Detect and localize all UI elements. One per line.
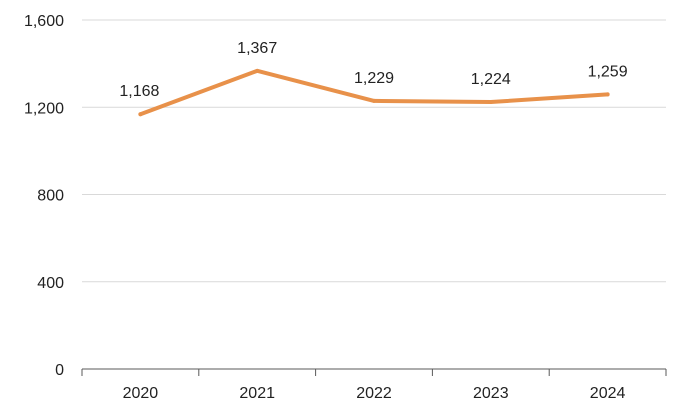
y-tick-label: 1,200 — [24, 100, 64, 117]
data-label: 1,259 — [588, 63, 628, 80]
data-label: 1,224 — [471, 71, 511, 88]
x-axis-ticks: 2020 2021 2022 2023 2024 — [123, 385, 626, 402]
data-point — [138, 112, 143, 117]
y-tick-label: 800 — [37, 188, 64, 205]
series-layer — [138, 68, 610, 117]
axes — [81, 368, 667, 376]
data-label: 1,229 — [354, 70, 394, 87]
data-labels: 1,168 1,367 1,229 1,224 1,259 — [119, 40, 627, 100]
gridlines — [82, 19, 666, 283]
data-point — [255, 68, 260, 73]
data-point — [372, 98, 376, 103]
y-tick-label: 400 — [37, 275, 64, 292]
x-tick-label: 2020 — [123, 385, 159, 402]
data-point — [605, 92, 610, 97]
x-tick-label: 2024 — [590, 385, 626, 402]
x-tick-label: 2022 — [356, 385, 392, 402]
y-tick-label: 0 — [55, 362, 64, 379]
data-label: 1,168 — [119, 83, 159, 100]
data-label: 1,367 — [237, 40, 277, 57]
data-point — [488, 100, 493, 105]
y-axis-ticks: 0 400 800 1,200 1,600 — [24, 13, 64, 379]
x-tick-label: 2021 — [239, 385, 275, 402]
y-tick-label: 1,600 — [24, 13, 64, 30]
x-tick-label: 2023 — [473, 385, 509, 402]
